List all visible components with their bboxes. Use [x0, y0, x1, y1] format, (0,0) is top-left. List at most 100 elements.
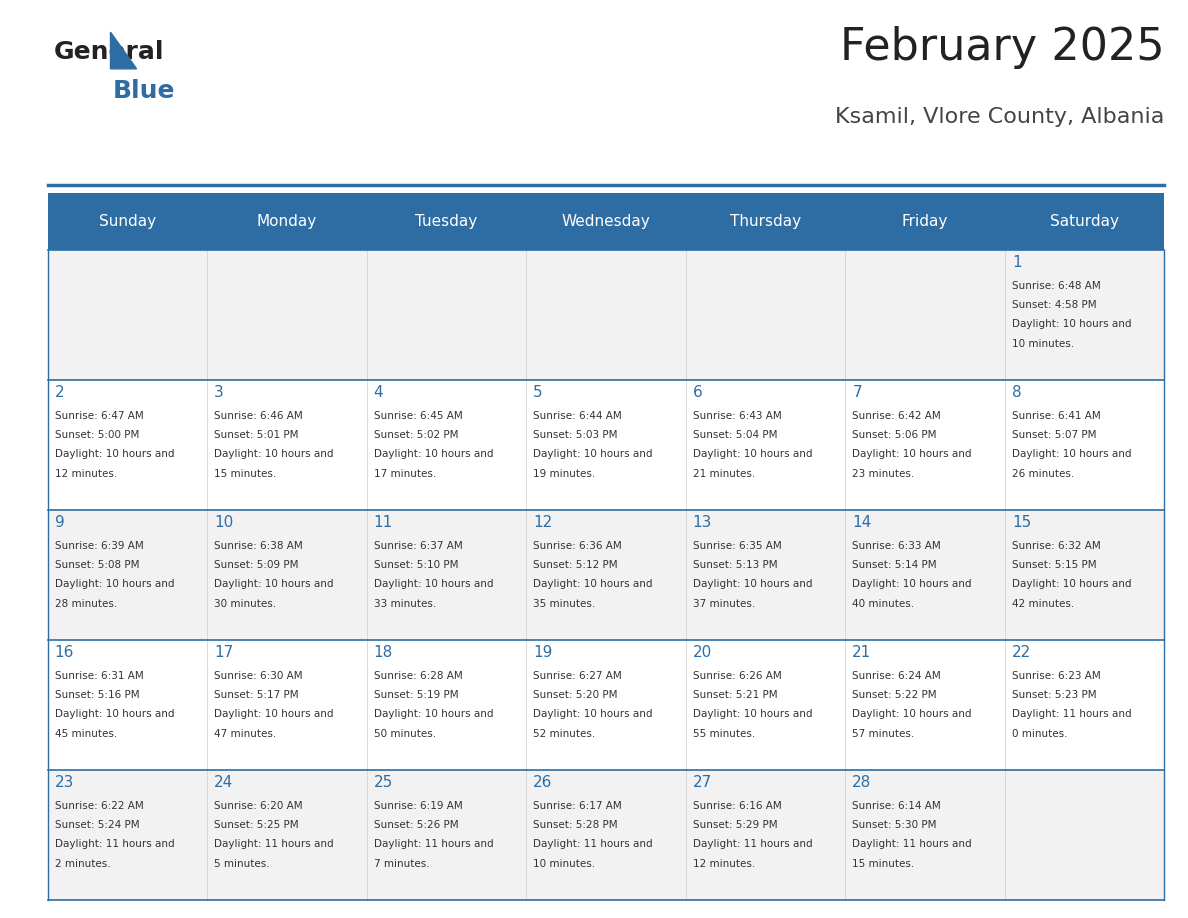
- Text: 15: 15: [1012, 515, 1031, 531]
- Text: 50 minutes.: 50 minutes.: [374, 729, 436, 739]
- Text: 17 minutes.: 17 minutes.: [374, 469, 436, 478]
- Text: Sunset: 5:08 PM: Sunset: 5:08 PM: [55, 560, 139, 570]
- Text: 28: 28: [852, 775, 872, 790]
- Text: Daylight: 11 hours and: Daylight: 11 hours and: [693, 839, 813, 849]
- Text: Daylight: 10 hours and: Daylight: 10 hours and: [852, 450, 972, 459]
- Text: Sunset: 5:09 PM: Sunset: 5:09 PM: [214, 560, 298, 570]
- Text: Sunset: 5:21 PM: Sunset: 5:21 PM: [693, 690, 777, 700]
- Text: 5: 5: [533, 386, 543, 400]
- Text: 2: 2: [55, 386, 64, 400]
- Text: Sunset: 5:04 PM: Sunset: 5:04 PM: [693, 431, 777, 440]
- Text: Daylight: 10 hours and: Daylight: 10 hours and: [374, 579, 493, 589]
- Text: Sunrise: 6:19 AM: Sunrise: 6:19 AM: [374, 800, 462, 811]
- Text: General: General: [53, 40, 164, 64]
- Text: Sunrise: 6:24 AM: Sunrise: 6:24 AM: [852, 671, 941, 681]
- Text: Daylight: 10 hours and: Daylight: 10 hours and: [852, 579, 972, 589]
- Text: 25: 25: [374, 775, 393, 790]
- Text: Sunrise: 6:48 AM: Sunrise: 6:48 AM: [1012, 281, 1100, 291]
- Text: 10 minutes.: 10 minutes.: [533, 858, 595, 868]
- Bar: [1005, 193, 1164, 250]
- Text: 12 minutes.: 12 minutes.: [55, 469, 116, 478]
- Text: 18: 18: [374, 645, 393, 660]
- Text: Sunset: 5:15 PM: Sunset: 5:15 PM: [1012, 560, 1097, 570]
- Text: 21 minutes.: 21 minutes.: [693, 469, 756, 478]
- Text: Daylight: 11 hours and: Daylight: 11 hours and: [374, 839, 493, 849]
- Text: 26: 26: [533, 775, 552, 790]
- Text: 6: 6: [693, 386, 702, 400]
- Text: Sunset: 5:25 PM: Sunset: 5:25 PM: [214, 820, 299, 830]
- Text: Blue: Blue: [113, 79, 176, 103]
- Bar: [48, 640, 1164, 769]
- Text: Daylight: 10 hours and: Daylight: 10 hours and: [55, 450, 175, 459]
- Text: Sunset: 5:17 PM: Sunset: 5:17 PM: [214, 690, 299, 700]
- Text: 7 minutes.: 7 minutes.: [374, 858, 429, 868]
- Polygon shape: [110, 32, 137, 69]
- Text: 45 minutes.: 45 minutes.: [55, 729, 116, 739]
- Text: Daylight: 10 hours and: Daylight: 10 hours and: [1012, 450, 1131, 459]
- Text: 20: 20: [693, 645, 712, 660]
- Text: Sunset: 5:23 PM: Sunset: 5:23 PM: [1012, 690, 1097, 700]
- Bar: [48, 380, 1164, 509]
- Text: 15 minutes.: 15 minutes.: [214, 469, 277, 478]
- Text: Sunrise: 6:26 AM: Sunrise: 6:26 AM: [693, 671, 782, 681]
- Text: 1: 1: [1012, 255, 1022, 270]
- Text: Sunrise: 6:22 AM: Sunrise: 6:22 AM: [55, 800, 144, 811]
- Text: 12: 12: [533, 515, 552, 531]
- Text: 37 minutes.: 37 minutes.: [693, 599, 756, 609]
- Text: Wednesday: Wednesday: [562, 214, 650, 229]
- Text: 2 minutes.: 2 minutes.: [55, 858, 110, 868]
- Text: Sunset: 5:01 PM: Sunset: 5:01 PM: [214, 431, 298, 440]
- Text: Ksamil, Vlore County, Albania: Ksamil, Vlore County, Albania: [835, 106, 1164, 127]
- Text: Sunrise: 6:37 AM: Sunrise: 6:37 AM: [374, 541, 462, 551]
- Bar: [48, 769, 1164, 900]
- Text: Sunday: Sunday: [99, 214, 156, 229]
- Text: 22: 22: [1012, 645, 1031, 660]
- Text: Sunrise: 6:45 AM: Sunrise: 6:45 AM: [374, 411, 462, 420]
- Text: Daylight: 10 hours and: Daylight: 10 hours and: [374, 450, 493, 459]
- Text: 10 minutes.: 10 minutes.: [1012, 339, 1074, 349]
- Text: 28 minutes.: 28 minutes.: [55, 599, 116, 609]
- Text: 10: 10: [214, 515, 233, 531]
- Text: Sunset: 5:28 PM: Sunset: 5:28 PM: [533, 820, 618, 830]
- Text: 23 minutes.: 23 minutes.: [852, 469, 915, 478]
- Text: Daylight: 10 hours and: Daylight: 10 hours and: [693, 710, 813, 720]
- Text: 4: 4: [374, 386, 384, 400]
- Text: Sunrise: 6:47 AM: Sunrise: 6:47 AM: [55, 411, 144, 420]
- Text: 21: 21: [852, 645, 872, 660]
- Text: Daylight: 10 hours and: Daylight: 10 hours and: [693, 450, 813, 459]
- Text: Sunset: 5:13 PM: Sunset: 5:13 PM: [693, 560, 777, 570]
- Text: Sunrise: 6:46 AM: Sunrise: 6:46 AM: [214, 411, 303, 420]
- Text: 55 minutes.: 55 minutes.: [693, 729, 756, 739]
- Bar: [48, 193, 207, 250]
- Text: 15 minutes.: 15 minutes.: [852, 858, 915, 868]
- Text: 30 minutes.: 30 minutes.: [214, 599, 277, 609]
- Text: 0 minutes.: 0 minutes.: [1012, 729, 1067, 739]
- Text: Sunset: 5:07 PM: Sunset: 5:07 PM: [1012, 431, 1097, 440]
- Text: 52 minutes.: 52 minutes.: [533, 729, 595, 739]
- Text: Saturday: Saturday: [1050, 214, 1119, 229]
- Bar: [48, 509, 1164, 640]
- Text: 9: 9: [55, 515, 64, 531]
- Text: 27: 27: [693, 775, 712, 790]
- Text: Daylight: 10 hours and: Daylight: 10 hours and: [533, 450, 652, 459]
- Text: Daylight: 10 hours and: Daylight: 10 hours and: [55, 579, 175, 589]
- Bar: [207, 193, 367, 250]
- Text: Tuesday: Tuesday: [416, 214, 478, 229]
- Text: 7: 7: [852, 386, 862, 400]
- Text: February 2025: February 2025: [840, 26, 1164, 69]
- Text: Sunrise: 6:44 AM: Sunrise: 6:44 AM: [533, 411, 623, 420]
- Text: Daylight: 10 hours and: Daylight: 10 hours and: [1012, 319, 1131, 330]
- Text: Sunset: 5:03 PM: Sunset: 5:03 PM: [533, 431, 618, 440]
- Text: Sunset: 5:00 PM: Sunset: 5:00 PM: [55, 431, 139, 440]
- Text: Daylight: 11 hours and: Daylight: 11 hours and: [533, 839, 653, 849]
- Bar: [845, 193, 1005, 250]
- Text: 35 minutes.: 35 minutes.: [533, 599, 595, 609]
- Text: Sunset: 5:29 PM: Sunset: 5:29 PM: [693, 820, 777, 830]
- Text: Sunset: 5:26 PM: Sunset: 5:26 PM: [374, 820, 459, 830]
- Text: Daylight: 10 hours and: Daylight: 10 hours and: [374, 710, 493, 720]
- Text: Sunset: 5:10 PM: Sunset: 5:10 PM: [374, 560, 459, 570]
- Text: Daylight: 11 hours and: Daylight: 11 hours and: [1012, 710, 1131, 720]
- Text: Sunrise: 6:39 AM: Sunrise: 6:39 AM: [55, 541, 144, 551]
- Bar: [526, 193, 685, 250]
- Text: 5 minutes.: 5 minutes.: [214, 858, 270, 868]
